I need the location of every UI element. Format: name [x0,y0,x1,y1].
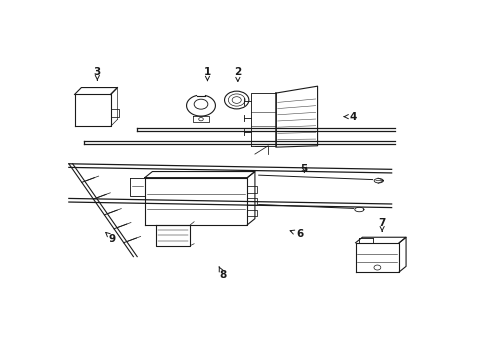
Text: 6: 6 [290,229,304,239]
Text: 2: 2 [234,67,242,81]
Text: 7: 7 [378,219,386,231]
Text: 5: 5 [301,164,308,174]
Text: 3: 3 [94,67,101,80]
Text: 4: 4 [344,112,357,122]
Text: 1: 1 [204,67,211,81]
Text: 8: 8 [219,267,226,280]
Text: 9: 9 [106,233,116,244]
